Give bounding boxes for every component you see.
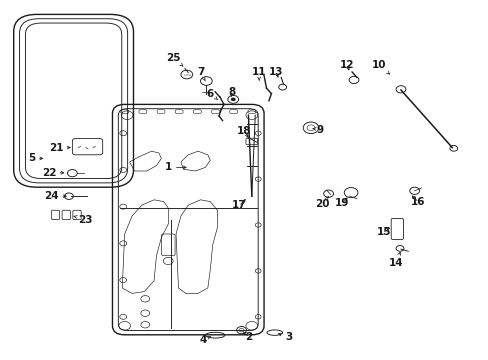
Text: 3: 3 (278, 332, 291, 342)
Text: 10: 10 (371, 60, 389, 74)
Text: 6: 6 (206, 89, 217, 100)
Text: 20: 20 (315, 197, 329, 210)
Text: 19: 19 (334, 198, 349, 208)
Text: 11: 11 (251, 67, 266, 80)
Text: 13: 13 (268, 67, 283, 77)
Text: 1: 1 (165, 162, 185, 172)
Text: 7: 7 (196, 67, 205, 81)
Text: 21: 21 (49, 143, 70, 153)
Text: 16: 16 (410, 196, 425, 207)
Text: 22: 22 (41, 168, 63, 178)
Text: 4: 4 (199, 335, 210, 345)
Text: 5: 5 (28, 153, 42, 163)
Text: 18: 18 (237, 126, 251, 137)
Text: 12: 12 (339, 60, 354, 70)
Text: 17: 17 (232, 199, 246, 210)
Text: 25: 25 (166, 53, 183, 66)
Text: 15: 15 (376, 227, 390, 237)
Text: 14: 14 (388, 252, 403, 268)
Circle shape (230, 98, 235, 101)
Text: 2: 2 (243, 332, 251, 342)
Text: 8: 8 (228, 87, 235, 97)
Text: 23: 23 (74, 215, 93, 225)
Text: 9: 9 (312, 125, 323, 135)
Text: 24: 24 (44, 191, 66, 201)
